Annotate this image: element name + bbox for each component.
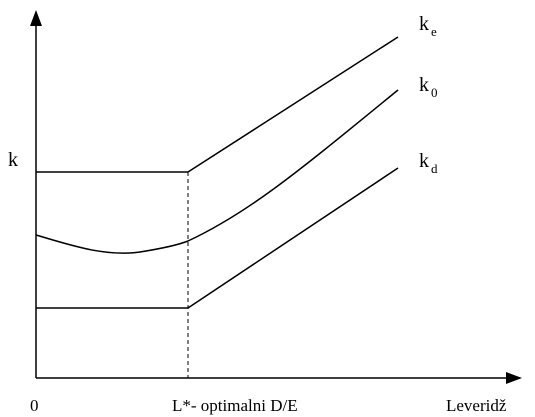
ke-label: k e (419, 13, 437, 39)
svg-text:e: e (431, 24, 437, 39)
kd-curve (36, 167, 399, 309)
svg-text:k: k (419, 13, 429, 35)
optimal-leverage-label: L*- optimalni D/E (172, 396, 298, 415)
svg-text:k: k (419, 74, 429, 96)
origin-label: 0 (30, 396, 39, 415)
x-axis-arrow (506, 372, 522, 384)
svg-text:0: 0 (431, 85, 438, 100)
k0-label: k 0 (419, 74, 438, 100)
y-axis-arrow (30, 10, 42, 26)
k0-curve (35, 89, 399, 254)
x-axis-label: Leveridž (446, 396, 507, 415)
y-axis-label: k (8, 149, 18, 171)
svg-text:k: k (419, 150, 429, 172)
ke-curve (36, 36, 399, 173)
kd-label: k d (419, 150, 438, 176)
svg-text:d: d (431, 161, 438, 176)
